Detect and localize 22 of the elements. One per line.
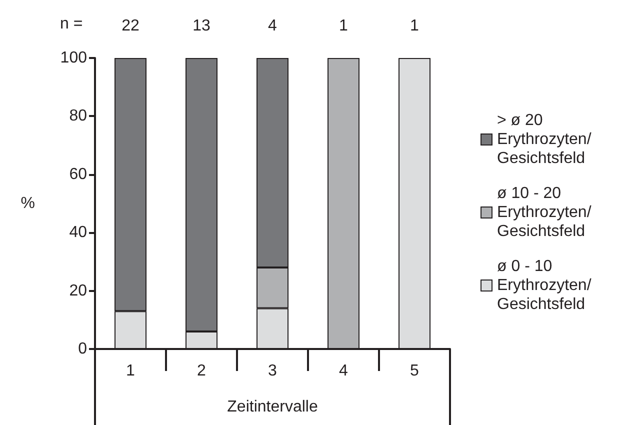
annotation: 1 bbox=[410, 18, 420, 34]
y-tick-label: 80 bbox=[69, 108, 88, 125]
annotation: 13 bbox=[192, 18, 210, 34]
x-tick-label: 2 bbox=[197, 362, 206, 380]
x-tick-label: 4 bbox=[339, 362, 348, 380]
annotation: 22 bbox=[122, 18, 140, 34]
x-tick-label: 1 bbox=[126, 362, 136, 380]
legend-label: ø 0 - 10 Erythrozyten/ Gesichtsfeld bbox=[497, 258, 596, 313]
y-tick-label: 100 bbox=[60, 50, 88, 66]
y-axis-title: % bbox=[20, 195, 35, 212]
annotation: 4 bbox=[268, 18, 278, 34]
annotation: 1 bbox=[339, 18, 348, 34]
x-axis-title: Zeitintervalle bbox=[227, 398, 318, 416]
legend-label: > ø 20 Erythrozyten/ Gesichtsfeld bbox=[497, 112, 596, 167]
y-tick-label: 20 bbox=[69, 282, 88, 300]
text: n = bbox=[60, 16, 83, 32]
legend-label: ø 10 - 20 Erythrozyten/ Gesichtsfeld bbox=[497, 185, 596, 240]
y-tick-label: 40 bbox=[69, 224, 88, 242]
x-tick-label: 3 bbox=[268, 362, 278, 380]
y-tick-label: 0 bbox=[78, 340, 88, 358]
y-tick-label: 60 bbox=[69, 166, 88, 183]
x-tick-label: 5 bbox=[410, 362, 420, 380]
